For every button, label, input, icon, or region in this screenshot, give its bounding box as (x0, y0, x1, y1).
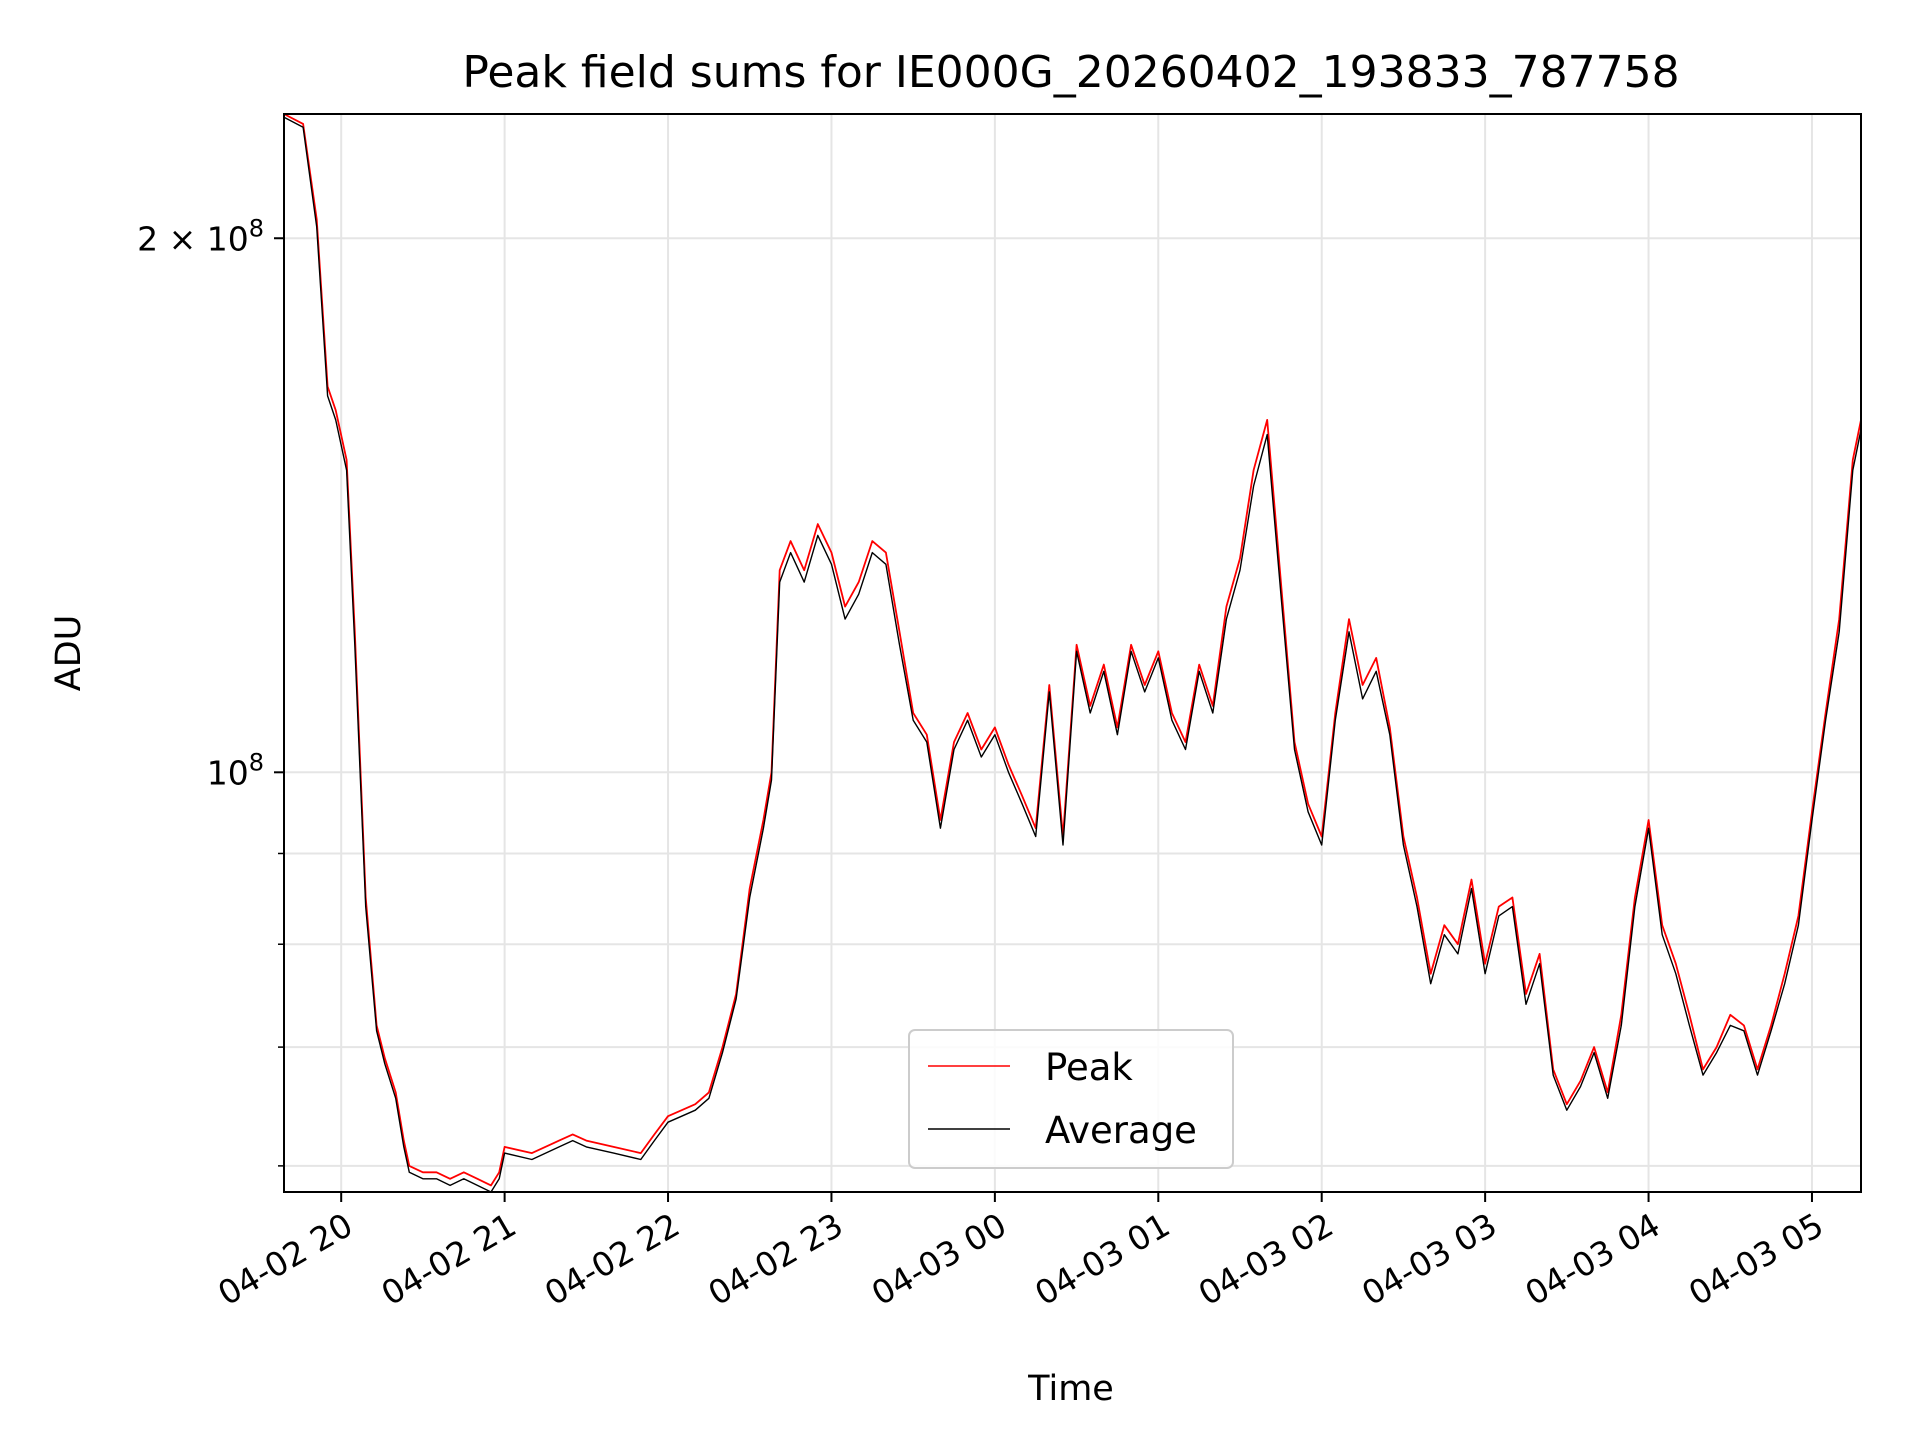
legend: Peak Average (908, 1029, 1234, 1169)
y-tick-label: 2 × 108 (137, 214, 264, 258)
series-lines (283, 113, 1862, 1193)
y-tick-label: 108 (207, 748, 264, 792)
x-axis-label: Time (1027, 1369, 1114, 1409)
y-axis-ticks: 108 2 × 108 (137, 214, 284, 1167)
legend-box (908, 1029, 1234, 1169)
legend-label-average: Average (1045, 1109, 1197, 1152)
legend-label-peak: Peak (1045, 1046, 1133, 1089)
chart-title: Peak field sums for IE000G_20260402_1938… (462, 47, 1679, 98)
series-line-average (283, 116, 1862, 1193)
plot-frame (283, 113, 1862, 1193)
y-axis-label: ADU (49, 615, 89, 692)
